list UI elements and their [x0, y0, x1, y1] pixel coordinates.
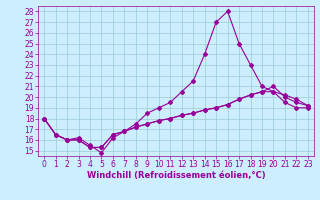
- X-axis label: Windchill (Refroidissement éolien,°C): Windchill (Refroidissement éolien,°C): [87, 171, 265, 180]
